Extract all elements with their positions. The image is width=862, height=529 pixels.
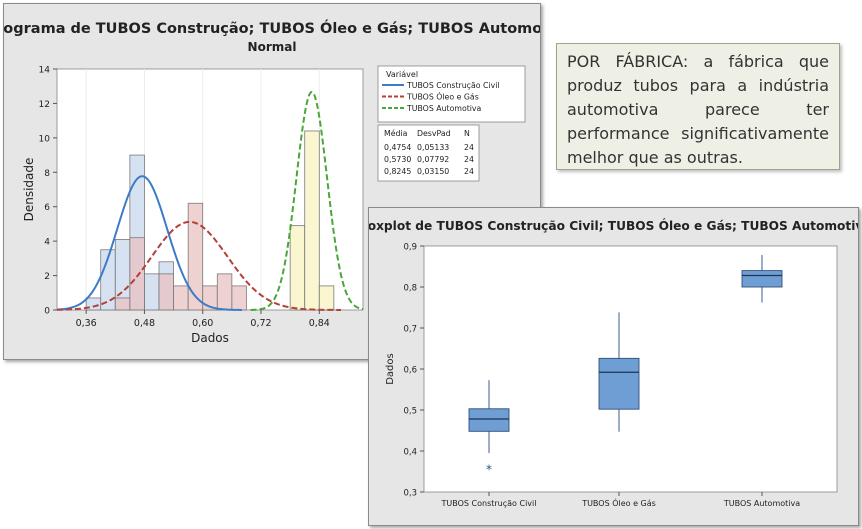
histogram-x-tick-label: 0,36 [76, 318, 97, 329]
histogram-legend [377, 65, 526, 123]
boxplot-box [598, 357, 640, 410]
conclusion-note-text: POR FÁBRICA: a fábrica que produz tubos … [567, 52, 829, 167]
histogram-bar [114, 297, 131, 311]
histogram-y-tick-label: 8 [44, 169, 50, 179]
histogram-bar [129, 237, 145, 311]
histogram-stats-cell: 0,8245 [384, 167, 411, 176]
histogram-bar [318, 285, 335, 311]
histogram-stats-cell: 0,07792 [417, 155, 449, 164]
histogram-stats-cell: 24 [464, 167, 474, 176]
histogram-bar [173, 285, 189, 311]
histogram-subtitle: Normal [248, 40, 297, 54]
histogram-stats-cell: 0,4754 [384, 143, 411, 152]
histogram-stats-cell: 0,03150 [417, 167, 449, 176]
histogram-stats-table [377, 124, 480, 182]
histogram-y-tick-label: 6 [44, 203, 50, 213]
histogram-stats-cell: 24 [464, 143, 474, 152]
histogram-stats-cell: 0,5730 [384, 155, 411, 164]
histogram-bar [144, 273, 160, 311]
histogram-bar [304, 130, 320, 311]
boxplot-box [468, 408, 510, 432]
histogram-legend-title: Variável [386, 70, 418, 79]
histogram-stats-header: N [464, 129, 470, 138]
histogram-y-tick-label: 14 [39, 66, 51, 76]
histogram-x-tick-label: 0,84 [309, 318, 330, 329]
histogram-y-tick-label: 4 [44, 238, 50, 248]
histogram-normal-curve [56, 220, 341, 311]
histogram-y-tick-label: 10 [39, 134, 51, 144]
histogram-bar [158, 273, 174, 311]
boxplot-y-tick-label: 0,5 [403, 407, 417, 417]
histogram-bar [231, 285, 247, 311]
histogram-y-axis-label: Densidade [22, 158, 36, 222]
histogram-normal-curve [250, 90, 364, 311]
histogram-legend-entry: TUBOS Óleo e Gás [406, 93, 479, 102]
histogram-x-axis-label: Dados [191, 331, 229, 345]
boxplot-x-tick-label: TUBOS Automotiva [723, 499, 800, 508]
histogram-bar [289, 225, 306, 311]
boxplot-panel: Boxplot de TUBOS Construção Civil; TUBOS… [358, 207, 862, 526]
boxplot-y-tick-label: 0,9 [403, 243, 417, 253]
histogram-x-tick-label: 0,72 [250, 318, 271, 329]
boxplot-y-tick-label: 0,4 [403, 448, 417, 458]
histogram-y-tick-label: 0 [44, 307, 50, 317]
histogram-title: Histograma de TUBOS Construção; TUBOS Ól… [4, 19, 540, 37]
histogram-y-tick-label: 12 [39, 100, 50, 110]
boxplot-chart: Boxplot de TUBOS Construção Civil; TUBOS… [358, 218, 862, 508]
histogram-bar [187, 202, 204, 311]
histogram-x-tick-label: 0,60 [192, 318, 213, 329]
histogram-legend-entry: TUBOS Automotiva [406, 104, 482, 113]
boxplot-box [741, 270, 783, 288]
boxplot-outlier: * [486, 462, 492, 476]
boxplot-y-tick-label: 0,7 [403, 325, 417, 335]
boxplot-y-tick-label: 0,6 [403, 366, 417, 376]
histogram-legend-entry: TUBOS Construção Civil [406, 81, 500, 90]
conclusion-note: POR FÁBRICA: a fábrica que produz tubos … [556, 43, 840, 170]
histogram-normal-curve [56, 175, 242, 311]
histogram-y-tick-label: 2 [44, 272, 50, 282]
histogram-stats-cell: 24 [464, 155, 474, 164]
histogram-panel: Histograma de TUBOS Construção; TUBOS Ól… [0, 3, 573, 360]
histogram-chart: Histograma de TUBOS Construção; TUBOS Ól… [0, 19, 573, 345]
boxplot-y-axis-label: Dados [385, 353, 396, 385]
boxplot-x-tick-label: TUBOS Óleo e Gás [581, 497, 656, 508]
histogram-stats-header: Média [384, 129, 408, 138]
boxplot-title: Boxplot de TUBOS Construção Civil; TUBOS… [369, 218, 858, 233]
boxplot-y-tick-label: 0,3 [403, 489, 417, 499]
boxplot-x-tick-label: TUBOS Construção Civil [441, 499, 537, 508]
histogram-stats-header: DesvPad [417, 129, 451, 138]
histogram-x-tick-label: 0,48 [134, 318, 155, 329]
boxplot-y-tick-label: 0,8 [403, 284, 417, 294]
histogram-bar [216, 273, 233, 311]
histogram-stats-cell: 0,05133 [417, 143, 449, 152]
